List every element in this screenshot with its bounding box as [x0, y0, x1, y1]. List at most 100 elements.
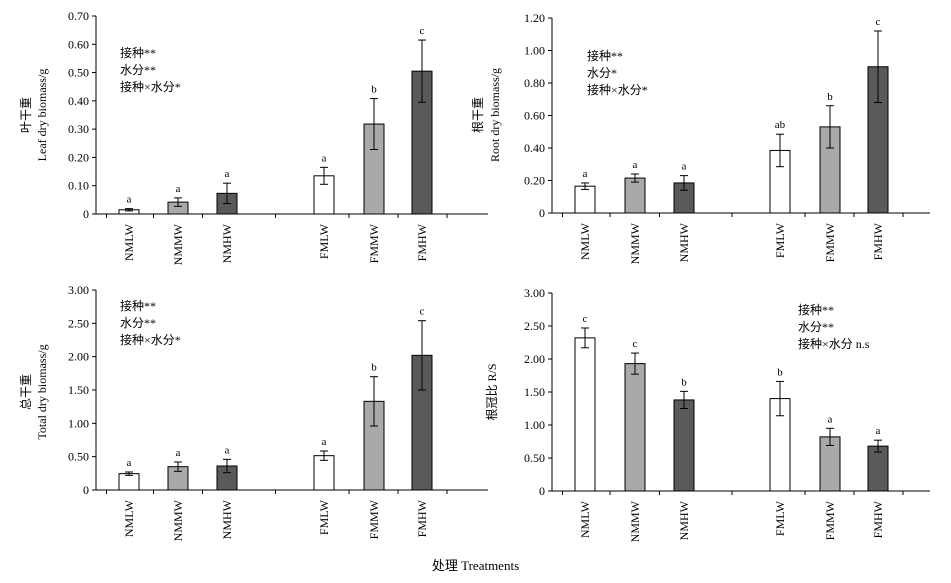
chart-panel-3: 0 0.50 1.00 1.50 2.00 2.50 3.00 a NMLW a NMMW a NMHW… — [19, 283, 488, 541]
y-axis-label: Root dry biomass/g — [488, 68, 502, 162]
significance-annotation: 接种** — [798, 302, 834, 317]
y-tick-label: 1.50 — [524, 385, 545, 399]
x-tick-label: FMHW — [415, 499, 429, 537]
y-tick-label: 0 — [83, 483, 89, 497]
chart-panel-2: 0 0.20 0.40 0.60 0.80 1.00 1.20 a NMLW a NMMW a NMHW… — [471, 11, 930, 264]
significance-letter: a — [127, 457, 132, 469]
y-tick-label: 0.50 — [68, 450, 89, 464]
x-tick-label: NMLW — [122, 499, 136, 537]
x-tick-label: FMMW — [823, 222, 837, 262]
x-tick-label: FMMW — [367, 223, 381, 263]
significance-annotation: 水分** — [798, 320, 834, 334]
y-tick-label: 0.10 — [68, 179, 89, 193]
x-tick-label: NMMW — [171, 499, 185, 541]
x-tick-label: FMMW — [823, 500, 837, 540]
significance-letter: a — [176, 183, 181, 195]
significance-letter: c — [633, 338, 638, 350]
significance-annotation: 水分** — [120, 63, 156, 77]
x-tick-label: FMHW — [871, 222, 885, 260]
x-tick-label: NMLW — [122, 223, 136, 261]
significance-letter: ab — [775, 119, 786, 131]
significance-letter: c — [583, 313, 588, 325]
y-tick-label: 2.00 — [68, 350, 89, 364]
y-tick-label: 0.20 — [524, 174, 545, 188]
y-tick-label: 0.70 — [68, 9, 89, 23]
y-axis-label: Leaf dry biomass/g — [35, 69, 49, 162]
y-axis-label-cn: 根干重 — [471, 97, 485, 133]
x-tick-label: FMLW — [773, 500, 787, 536]
y-tick-label: 0.40 — [524, 141, 545, 155]
significance-letter: a — [225, 444, 230, 456]
significance-letter: b — [371, 362, 377, 374]
y-tick-label: 0.30 — [68, 122, 89, 136]
y-axis-label-cn: 叶干重 — [19, 97, 33, 133]
x-tick-label: NMMW — [171, 223, 185, 265]
bar-NMHW — [673, 399, 695, 492]
x-tick-label: NMHW — [677, 222, 691, 262]
y-tick-label: 1.00 — [524, 44, 545, 58]
significance-annotation: 接种** — [120, 45, 156, 60]
x-tick-label: FMHW — [871, 500, 885, 538]
y-axis-label-cn: 总干重 — [19, 374, 33, 410]
y-axis-label: 根冠比 R/S — [485, 363, 499, 420]
x-axis-title: 处理 Treatments — [431, 558, 520, 573]
significance-letter: a — [225, 168, 230, 180]
y-tick-label: 1.20 — [524, 11, 545, 25]
x-tick-label: NMHW — [220, 499, 234, 539]
significance-letter: b — [777, 366, 783, 378]
significance-letter: a — [876, 425, 881, 437]
significance-letter: c — [876, 16, 881, 28]
x-tick-label: FMLW — [317, 499, 331, 535]
x-tick-label: NMLW — [578, 500, 592, 538]
x-tick-label: FMHW — [415, 223, 429, 261]
y-tick-label: 0.50 — [524, 451, 545, 465]
significance-annotation: 水分** — [120, 316, 156, 330]
y-tick-label: 0.20 — [68, 150, 89, 164]
y-tick-label: 0.60 — [68, 37, 89, 51]
y-tick-label: 0.50 — [68, 66, 89, 80]
significance-letter: b — [827, 91, 833, 103]
x-tick-label: NMHW — [220, 223, 234, 263]
bar-NMMW — [624, 363, 646, 492]
significance-letter: a — [176, 447, 181, 459]
significance-annotation: 水分* — [587, 66, 617, 80]
x-tick-label: FMMW — [367, 499, 381, 539]
x-tick-label: NMHW — [677, 500, 691, 540]
bar-NMLW — [574, 185, 596, 214]
x-tick-label: FMLW — [317, 223, 331, 259]
bar-NMMW — [624, 177, 646, 214]
significance-letter: c — [420, 25, 425, 37]
x-tick-label: NMMW — [628, 500, 642, 542]
x-tick-label: FMLW — [773, 222, 787, 258]
y-tick-label: 0.80 — [524, 76, 545, 90]
y-tick-label: 1.00 — [524, 418, 545, 432]
bar-NMLW — [118, 473, 140, 491]
significance-letter: a — [828, 413, 833, 425]
x-tick-label: NMMW — [628, 222, 642, 264]
significance-annotation: 接种×水分* — [120, 332, 181, 347]
chart-panel-4: 0 0.50 1.00 1.50 2.00 2.50 3.00 c NMLW c NMMW b NMHW… — [485, 286, 930, 542]
y-tick-label: 0 — [539, 206, 545, 220]
y-tick-label: 0 — [539, 484, 545, 498]
significance-annotation: 接种×水分* — [587, 82, 648, 97]
y-tick-label: 1.50 — [68, 383, 89, 397]
bar-FMHW — [867, 445, 889, 492]
bar-NMLW — [574, 337, 596, 492]
significance-letter: a — [633, 159, 638, 171]
y-tick-label: 2.50 — [524, 319, 545, 333]
y-tick-label: 0.60 — [524, 109, 545, 123]
significance-letter: a — [322, 436, 327, 448]
y-tick-label: 1.00 — [68, 416, 89, 430]
y-tick-label: 0.40 — [68, 94, 89, 108]
chart-panel-1: 0 0.10 0.20 0.30 0.40 0.50 0.60 0.70 a NMLW a NMMW a… — [19, 9, 488, 265]
y-tick-label: 2.50 — [68, 316, 89, 330]
significance-annotation: 接种** — [587, 48, 623, 63]
y-tick-label: 3.00 — [68, 283, 89, 297]
y-axis-label: Total dry biomass/g — [35, 344, 49, 439]
y-tick-label: 2.00 — [524, 352, 545, 366]
significance-annotation: 接种×水分* — [120, 79, 181, 94]
significance-letter: a — [322, 152, 327, 164]
significance-letter: c — [420, 306, 425, 318]
significance-letter: a — [127, 194, 132, 206]
